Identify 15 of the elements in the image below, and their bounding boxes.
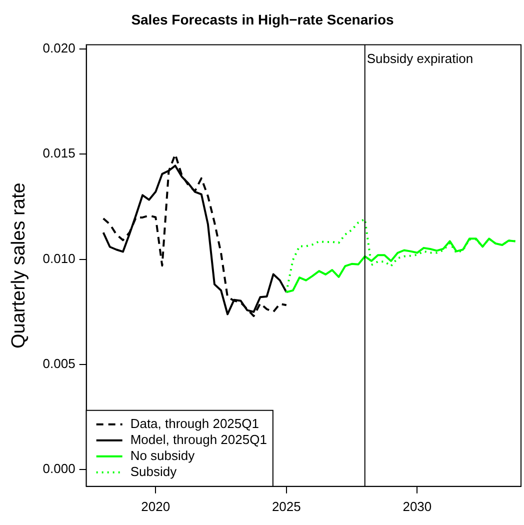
- legend-label: Data, through 2025Q1: [130, 416, 259, 431]
- chart-title: Sales Forecasts in High−rate Scenarios: [131, 11, 394, 28]
- y-tick-label: 0.005: [42, 356, 76, 372]
- y-tick-label: 0.000: [42, 461, 76, 476]
- y-tick-label: 0.020: [42, 40, 76, 56]
- legend-label: Model, through 2025Q1: [130, 432, 267, 447]
- legend-label: No subsidy: [130, 448, 196, 463]
- y-axis-title: Quarterly sales rate: [8, 182, 30, 348]
- x-tick-label: 2030: [402, 498, 432, 514]
- y-tick-label: 0.015: [42, 146, 76, 161]
- y-tick-label: 0.010: [42, 250, 76, 266]
- legend-label: Subsidy: [130, 464, 178, 479]
- ref-line-label: Subsidy expiration: [366, 50, 474, 66]
- x-tick-label: 2025: [272, 498, 301, 514]
- x-tick-label: 2020: [141, 498, 170, 514]
